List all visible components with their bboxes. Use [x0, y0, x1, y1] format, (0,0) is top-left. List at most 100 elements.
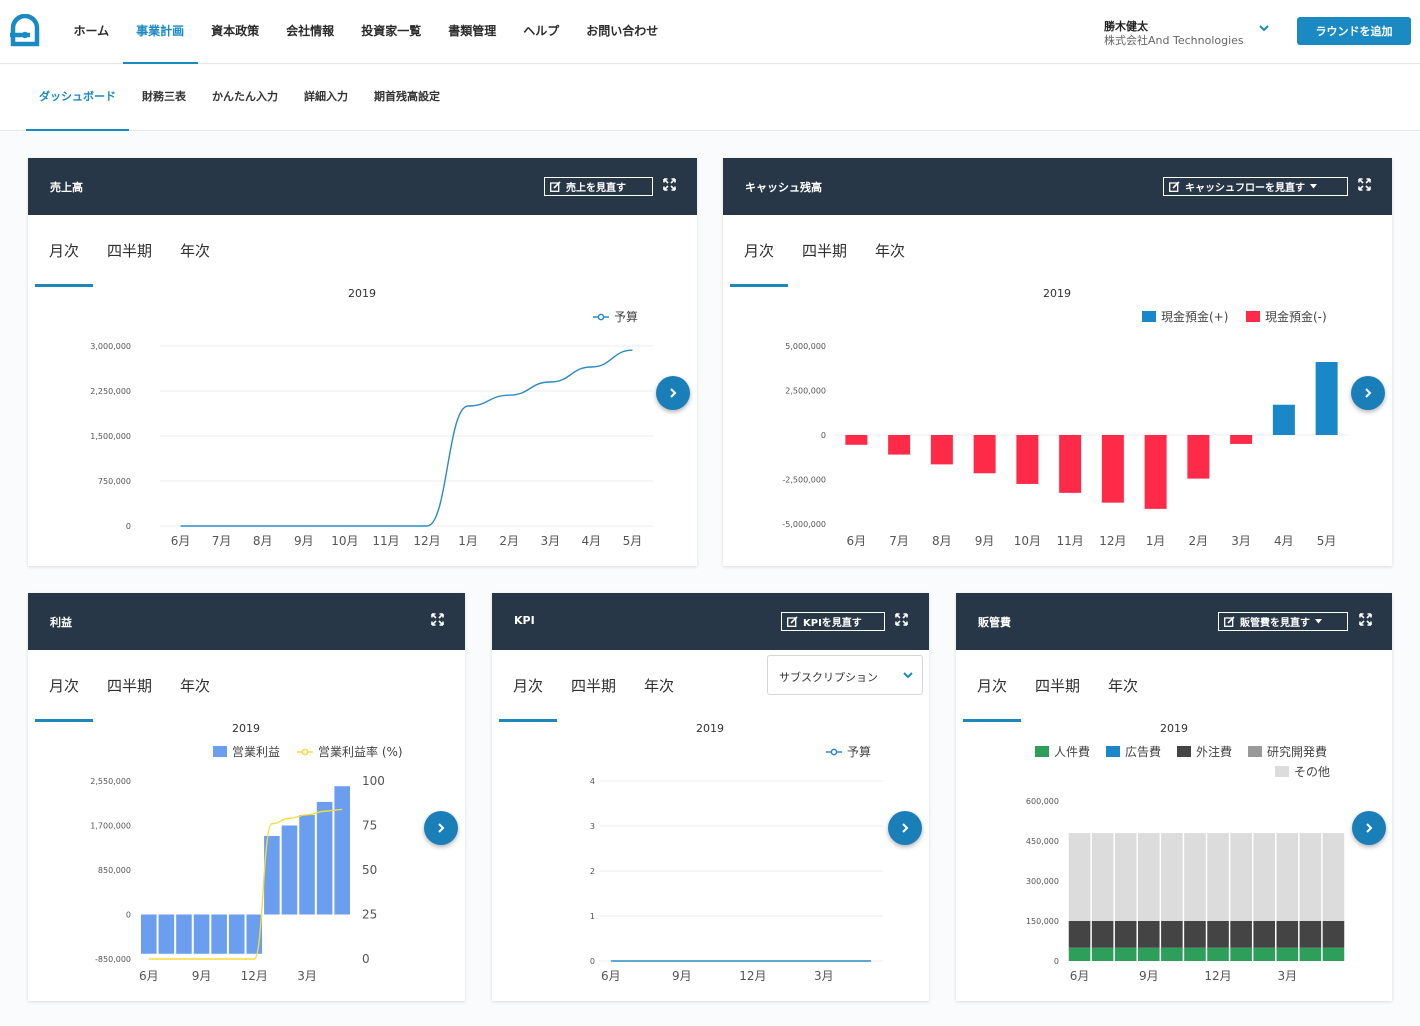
sga-bar-segment: [1253, 833, 1275, 921]
y-tick-label: -5,000,000: [782, 520, 826, 529]
cash-bar: [1315, 362, 1338, 435]
period-tab[interactable]: 四半期: [1035, 677, 1081, 695]
cash-bar: [1187, 435, 1210, 479]
user-name: 勝木健太: [1104, 20, 1148, 33]
period-tab[interactable]: 年次: [180, 677, 211, 695]
period-tab[interactable]: 月次: [730, 215, 789, 287]
profit-bar: [334, 786, 350, 915]
subnav-item[interactable]: かんたん入力: [212, 90, 278, 103]
next-button[interactable]: [424, 811, 458, 845]
next-button[interactable]: [1351, 376, 1385, 410]
review-cashflow-button[interactable]: キャッシュフローを見直す: [1163, 177, 1348, 196]
y2-tick-label: 25: [362, 908, 377, 922]
x-tick-label: 3月: [540, 534, 560, 548]
kpi-select[interactable]: サブスクリプション: [767, 655, 923, 695]
subnav-item[interactable]: 詳細入力: [304, 90, 348, 103]
x-tick-label: 9月: [975, 534, 995, 548]
kpi-chart: 2019 予算 0 1 2 3 4 6月 9月 12月 3月: [590, 722, 883, 983]
period-tab[interactable]: 四半期: [107, 242, 153, 260]
nav-item[interactable]: 投資家一覧: [361, 24, 422, 38]
period-tab[interactable]: 年次: [180, 242, 211, 260]
next-button[interactable]: [888, 811, 922, 845]
expand-icon[interactable]: [663, 178, 676, 191]
legend-label: 外注費: [1196, 744, 1232, 759]
cash-chart: 2019 現金預金(+) 現金預金(-) -5,000,000 -2,500,000 0 2…: [782, 287, 1348, 548]
legend-swatch: [1106, 746, 1120, 757]
cash-bar: [1144, 435, 1167, 509]
nav-item[interactable]: ホーム: [73, 24, 110, 38]
period-tabs: 月次 四半期 年次: [499, 650, 688, 722]
cash-bar: [973, 435, 996, 474]
next-button[interactable]: [1352, 811, 1386, 845]
profit-bar: [158, 914, 175, 954]
kpi-select-value: サブスクリプション: [779, 671, 878, 684]
y-tick-label: 0: [821, 431, 826, 440]
review-sga-button[interactable]: 販管費を見直す: [1218, 612, 1348, 631]
legend-label: 広告費: [1125, 744, 1161, 759]
nav-item[interactable]: 事業計画: [122, 0, 198, 64]
period-tab[interactable]: 年次: [644, 677, 675, 695]
y-tick-label: 5,000,000: [785, 342, 826, 351]
cash-bar: [930, 435, 953, 465]
subnav-item[interactable]: 期首残高設定: [374, 90, 440, 103]
subnav-item[interactable]: ダッシュボード: [26, 65, 129, 131]
sga-bar-segment: [1138, 833, 1160, 921]
period-tabs: 月次 四半期 年次: [35, 215, 224, 287]
nav-item[interactable]: ヘルプ: [523, 24, 560, 38]
period-tab[interactable]: 四半期: [802, 242, 848, 260]
top-navbar: ホーム 事業計画 資本政策 会社情報 投資家一覧 書類管理 ヘルプ お問い合わせ 勝木健太 株…: [0, 0, 1420, 64]
period-tab[interactable]: 月次: [963, 650, 1022, 722]
y-tick-label: 0: [126, 522, 131, 531]
y-tick-label: 850,000: [98, 866, 131, 875]
x-tick-label: 1月: [458, 534, 478, 548]
next-button[interactable]: [656, 376, 690, 410]
expand-icon[interactable]: [431, 613, 444, 626]
app-logo-icon[interactable]: [8, 14, 42, 48]
expand-icon[interactable]: [1358, 178, 1371, 191]
review-sales-label: 売上を見直す: [566, 183, 626, 194]
period-tab[interactable]: 月次: [35, 215, 94, 287]
subnav-item[interactable]: 財務三表: [142, 90, 186, 103]
period-tab[interactable]: 四半期: [107, 677, 153, 695]
x-tick-label: 6月: [171, 534, 191, 548]
review-kpi-button[interactable]: KPIを見直す: [781, 612, 885, 631]
add-round-button[interactable]: ラウンドを追加: [1297, 17, 1411, 45]
expand-icon[interactable]: [895, 613, 908, 626]
sga-bar-segment: [1114, 947, 1137, 961]
nav-item[interactable]: 資本政策: [211, 24, 260, 38]
legend-label: 現金預金(-): [1265, 309, 1327, 324]
x-tick-label: 1月: [1146, 534, 1166, 548]
card-title: キャッシュ残高: [745, 181, 822, 194]
caret-down-icon: [1310, 184, 1317, 189]
period-tab[interactable]: 年次: [875, 242, 906, 260]
x-tick-label: 6月: [1070, 969, 1090, 983]
cash-bar: [888, 435, 911, 455]
period-tab[interactable]: 月次: [35, 650, 94, 722]
period-tab[interactable]: 月次: [499, 650, 558, 722]
profit-bar: [299, 815, 315, 915]
x-tick-label: 12月: [1099, 534, 1126, 548]
cash-bar: [1230, 435, 1253, 444]
user-menu[interactable]: 勝木健太 株式会社And Technologies: [1104, 20, 1274, 48]
nav-item[interactable]: 書類管理: [448, 24, 497, 38]
period-tab[interactable]: 年次: [1108, 677, 1139, 695]
profit-bar: [281, 825, 298, 915]
sga-bar-segment: [1253, 947, 1275, 961]
sga-bar-segment: [1114, 921, 1137, 948]
kpi-card: KPI KPIを見直す 月次 四半期 年次 サブスクリプション 2019 予算 0 1 2 3…: [492, 593, 929, 1001]
chevron-right-icon: [438, 823, 445, 833]
edit-icon: [1224, 616, 1235, 627]
review-sales-button[interactable]: 売上を見直す: [544, 177, 653, 196]
nav-item[interactable]: 会社情報: [286, 24, 335, 38]
sga-bar-segment: [1068, 947, 1091, 961]
rate-line: [148, 808, 343, 960]
x-tick-label: 3月: [814, 969, 834, 983]
y-tick-label: 1,500,000: [90, 432, 131, 441]
y-tick-label: 750,000: [98, 477, 131, 486]
expand-icon[interactable]: [1359, 613, 1372, 626]
sga-bar-segment: [1091, 833, 1114, 921]
period-tab[interactable]: 四半期: [571, 677, 617, 695]
sga-bar-segment: [1253, 921, 1275, 948]
chart-title: 2019: [348, 287, 376, 300]
nav-item[interactable]: お問い合わせ: [586, 24, 659, 38]
